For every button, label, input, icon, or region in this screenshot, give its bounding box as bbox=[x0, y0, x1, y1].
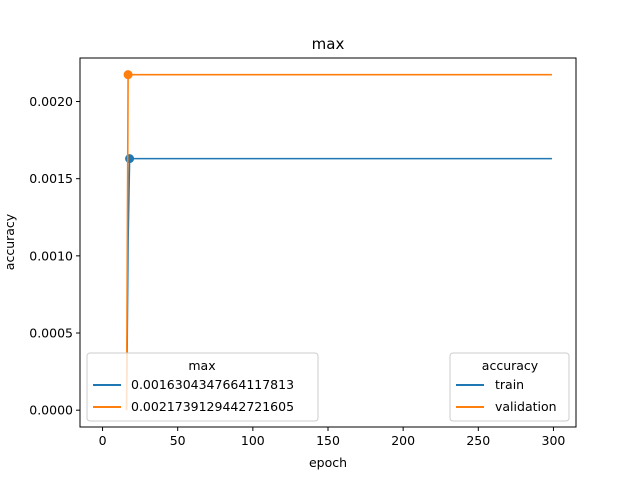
legend-accuracy-title: accuracy bbox=[482, 358, 539, 373]
x-tick-label-0: 0 bbox=[99, 433, 107, 448]
y-tick-label-3: 0.0015 bbox=[29, 171, 73, 186]
y-tick-label-0: 0.0000 bbox=[29, 403, 73, 418]
x-tick-label-3: 150 bbox=[316, 433, 340, 448]
y-tick-label-2: 0.0010 bbox=[29, 248, 73, 263]
x-tick-label-1: 50 bbox=[170, 433, 186, 448]
x-tick-label-6: 300 bbox=[542, 433, 566, 448]
legend-accuracy-box bbox=[449, 352, 570, 422]
series-marker-validation bbox=[123, 70, 133, 80]
x-axis-label: epoch bbox=[309, 455, 347, 470]
legend-accuracy: accuracy train validation bbox=[449, 352, 570, 422]
x-tick-label-2: 100 bbox=[241, 433, 265, 448]
x-tick-label-4: 200 bbox=[391, 433, 415, 448]
y-tick-label-1: 0.0005 bbox=[29, 326, 73, 341]
series-marker-train bbox=[125, 154, 135, 164]
x-tick-label-5: 250 bbox=[466, 433, 490, 448]
legend-max-title: max bbox=[188, 358, 215, 373]
y-tick-label-4: 0.0020 bbox=[29, 94, 73, 109]
legend-max: max 0.0016304347664117813 0.002173912944… bbox=[86, 352, 319, 422]
chart-title: max bbox=[312, 35, 345, 53]
legend-max-box bbox=[86, 352, 319, 422]
series-layer bbox=[123, 70, 552, 411]
legend-max-entry-0: 0.0016304347664117813 bbox=[131, 377, 294, 392]
legend-accuracy-entry-0: train bbox=[495, 377, 524, 392]
y-axis-label: accuracy bbox=[2, 213, 17, 270]
y-axis: 0.0000 0.0005 0.0010 0.0015 0.0020 bbox=[29, 94, 80, 418]
x-axis: 0 50 100 150 200 250 300 bbox=[99, 427, 566, 448]
legend-max-entry-1: 0.0021739129442721605 bbox=[131, 399, 294, 414]
legend-accuracy-entry-1: validation bbox=[495, 399, 557, 414]
plot-area: 0 50 100 150 200 250 300 0.00000.00050.00100.0… bbox=[29, 57, 577, 448]
